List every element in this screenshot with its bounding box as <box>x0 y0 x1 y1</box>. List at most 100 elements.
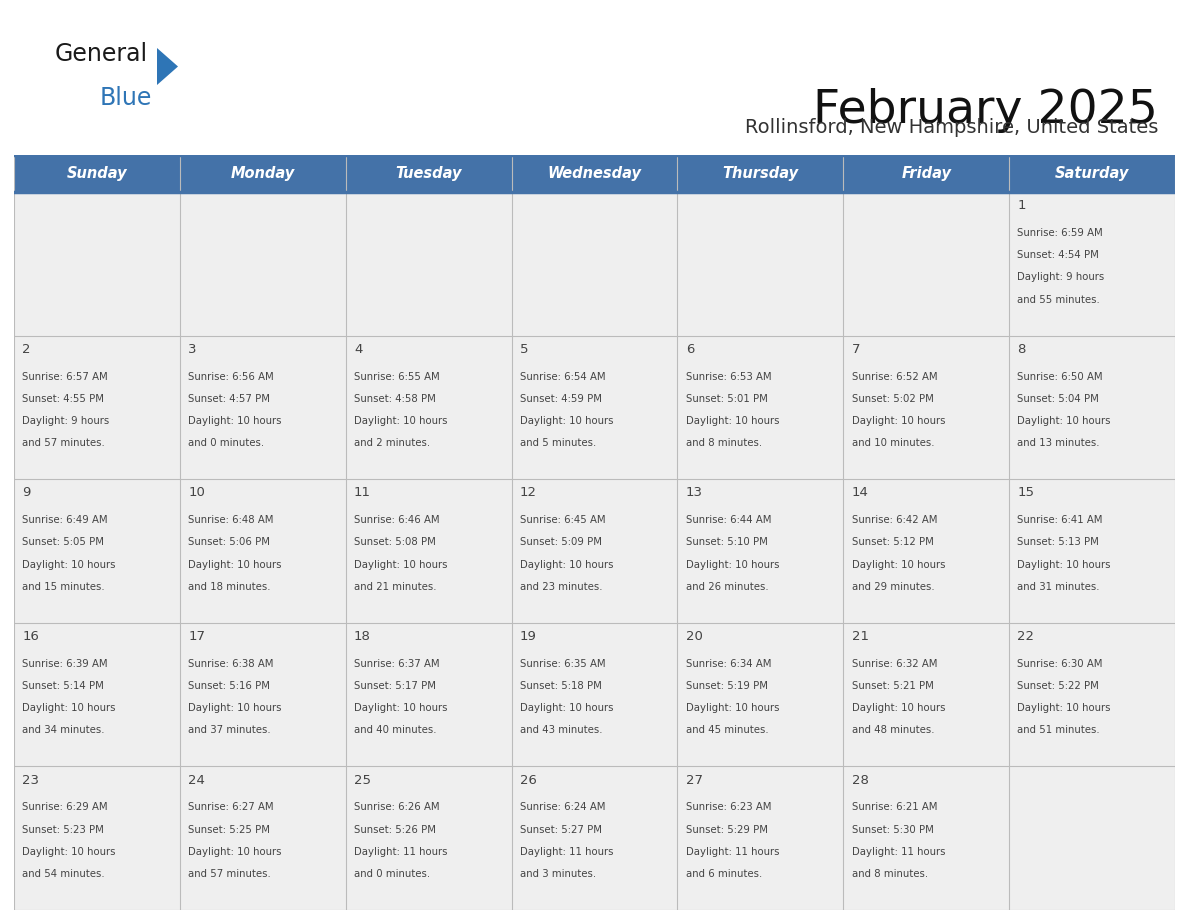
Text: 28: 28 <box>852 774 868 787</box>
Text: Sunrise: 6:21 AM: Sunrise: 6:21 AM <box>852 802 937 812</box>
Text: Daylight: 10 hours: Daylight: 10 hours <box>188 416 282 426</box>
Text: Sunset: 5:19 PM: Sunset: 5:19 PM <box>685 681 767 691</box>
Text: and 15 minutes.: and 15 minutes. <box>23 582 105 592</box>
Text: and 37 minutes.: and 37 minutes. <box>188 725 271 735</box>
Text: Daylight: 11 hours: Daylight: 11 hours <box>354 846 448 856</box>
Text: Sunset: 4:57 PM: Sunset: 4:57 PM <box>188 394 270 404</box>
Bar <box>677 479 843 622</box>
Text: 7: 7 <box>852 342 860 356</box>
Text: 15: 15 <box>1017 487 1035 499</box>
Text: Daylight: 10 hours: Daylight: 10 hours <box>1017 416 1111 426</box>
Bar <box>346 336 512 479</box>
Text: Sunrise: 6:49 AM: Sunrise: 6:49 AM <box>23 515 108 525</box>
Text: Sunset: 5:02 PM: Sunset: 5:02 PM <box>852 394 934 404</box>
Text: Daylight: 11 hours: Daylight: 11 hours <box>685 846 779 856</box>
Text: and 31 minutes.: and 31 minutes. <box>1017 582 1100 592</box>
Bar <box>346 767 512 910</box>
Bar <box>843 622 1009 767</box>
Text: 13: 13 <box>685 487 703 499</box>
Text: 10: 10 <box>188 487 206 499</box>
Text: Sunday: Sunday <box>67 166 127 181</box>
Text: Sunset: 5:08 PM: Sunset: 5:08 PM <box>354 537 436 547</box>
Text: 22: 22 <box>1017 630 1035 643</box>
Text: Sunset: 5:14 PM: Sunset: 5:14 PM <box>23 681 105 691</box>
Text: Wednesday: Wednesday <box>548 166 642 181</box>
Text: Sunset: 5:23 PM: Sunset: 5:23 PM <box>23 824 105 834</box>
Text: and 2 minutes.: and 2 minutes. <box>354 438 430 448</box>
Text: Daylight: 10 hours: Daylight: 10 hours <box>685 703 779 713</box>
Text: Daylight: 10 hours: Daylight: 10 hours <box>852 416 946 426</box>
Text: and 40 minutes.: and 40 minutes. <box>354 725 436 735</box>
Text: and 51 minutes.: and 51 minutes. <box>1017 725 1100 735</box>
Text: and 29 minutes.: and 29 minutes. <box>852 582 934 592</box>
Text: Sunset: 5:06 PM: Sunset: 5:06 PM <box>188 537 270 547</box>
Bar <box>677 155 843 192</box>
Text: Sunset: 5:04 PM: Sunset: 5:04 PM <box>1017 394 1099 404</box>
Text: Blue: Blue <box>100 86 152 110</box>
Text: 18: 18 <box>354 630 371 643</box>
Text: Daylight: 10 hours: Daylight: 10 hours <box>852 560 946 569</box>
Text: and 5 minutes.: and 5 minutes. <box>520 438 596 448</box>
Text: and 54 minutes.: and 54 minutes. <box>23 869 105 879</box>
Text: Sunset: 5:09 PM: Sunset: 5:09 PM <box>520 537 602 547</box>
Bar <box>843 479 1009 622</box>
Text: Sunset: 5:17 PM: Sunset: 5:17 PM <box>354 681 436 691</box>
Text: Sunset: 4:55 PM: Sunset: 4:55 PM <box>23 394 105 404</box>
Text: 14: 14 <box>852 487 868 499</box>
Text: and 26 minutes.: and 26 minutes. <box>685 582 769 592</box>
Bar <box>1009 479 1175 622</box>
Text: Sunrise: 6:32 AM: Sunrise: 6:32 AM <box>852 659 937 668</box>
Bar <box>346 622 512 767</box>
Text: Daylight: 10 hours: Daylight: 10 hours <box>1017 703 1111 713</box>
Text: 16: 16 <box>23 630 39 643</box>
Text: and 3 minutes.: and 3 minutes. <box>520 869 596 879</box>
Text: February 2025: February 2025 <box>814 88 1158 133</box>
Text: 23: 23 <box>23 774 39 787</box>
Bar <box>512 192 677 336</box>
Bar <box>1009 192 1175 336</box>
Text: and 13 minutes.: and 13 minutes. <box>1017 438 1100 448</box>
Bar <box>14 479 179 622</box>
Bar <box>843 155 1009 192</box>
Text: Sunrise: 6:30 AM: Sunrise: 6:30 AM <box>1017 659 1102 668</box>
Bar <box>1009 767 1175 910</box>
Text: and 0 minutes.: and 0 minutes. <box>354 869 430 879</box>
Bar <box>346 155 512 192</box>
Text: Sunrise: 6:57 AM: Sunrise: 6:57 AM <box>23 372 108 382</box>
Bar <box>512 479 677 622</box>
Text: Sunrise: 6:41 AM: Sunrise: 6:41 AM <box>1017 515 1102 525</box>
Text: Daylight: 10 hours: Daylight: 10 hours <box>685 416 779 426</box>
Text: Sunrise: 6:24 AM: Sunrise: 6:24 AM <box>520 802 606 812</box>
Bar <box>179 155 346 192</box>
Text: Sunrise: 6:35 AM: Sunrise: 6:35 AM <box>520 659 606 668</box>
Text: 19: 19 <box>520 630 537 643</box>
Text: Daylight: 9 hours: Daylight: 9 hours <box>1017 273 1105 283</box>
Text: Daylight: 10 hours: Daylight: 10 hours <box>520 703 613 713</box>
Bar <box>1009 155 1175 192</box>
Text: Sunrise: 6:27 AM: Sunrise: 6:27 AM <box>188 802 273 812</box>
Text: Daylight: 10 hours: Daylight: 10 hours <box>23 703 115 713</box>
Bar <box>346 479 512 622</box>
Text: Sunset: 5:21 PM: Sunset: 5:21 PM <box>852 681 934 691</box>
Text: Daylight: 10 hours: Daylight: 10 hours <box>520 560 613 569</box>
Text: Sunrise: 6:50 AM: Sunrise: 6:50 AM <box>1017 372 1104 382</box>
Bar <box>843 767 1009 910</box>
Text: 21: 21 <box>852 630 868 643</box>
Text: Sunset: 5:26 PM: Sunset: 5:26 PM <box>354 824 436 834</box>
Text: 11: 11 <box>354 487 371 499</box>
Text: and 21 minutes.: and 21 minutes. <box>354 582 436 592</box>
Text: Tuesday: Tuesday <box>396 166 462 181</box>
Text: 9: 9 <box>23 487 31 499</box>
Bar <box>14 155 179 192</box>
Text: 20: 20 <box>685 630 702 643</box>
Text: and 57 minutes.: and 57 minutes. <box>23 438 105 448</box>
Bar <box>677 192 843 336</box>
Text: Rollinsford, New Hampshire, United States: Rollinsford, New Hampshire, United State… <box>745 118 1158 137</box>
Bar <box>677 622 843 767</box>
Bar <box>14 192 179 336</box>
Text: Sunrise: 6:23 AM: Sunrise: 6:23 AM <box>685 802 771 812</box>
Text: Sunset: 5:01 PM: Sunset: 5:01 PM <box>685 394 767 404</box>
Text: and 23 minutes.: and 23 minutes. <box>520 582 602 592</box>
Text: Daylight: 10 hours: Daylight: 10 hours <box>188 560 282 569</box>
Text: and 48 minutes.: and 48 minutes. <box>852 725 934 735</box>
